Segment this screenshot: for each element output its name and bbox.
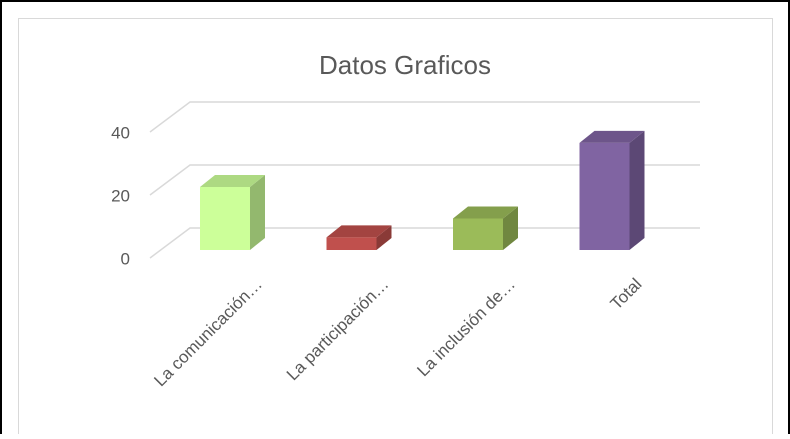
grid-line: [149, 227, 700, 259]
bar-top: [326, 225, 392, 238]
bar-side: [629, 130, 645, 250]
grid-line: [149, 164, 700, 196]
bar-side: [376, 225, 392, 250]
grid-line: [149, 101, 700, 133]
bar-top: [579, 130, 645, 143]
bar: [326, 237, 377, 250]
bar: [453, 218, 503, 250]
bar: [579, 142, 630, 250]
bar-side: [250, 175, 265, 250]
bar-top: [200, 175, 265, 187]
y-tick-label: 40: [111, 123, 130, 142]
bar-side: [503, 206, 518, 250]
y-tick-label: 20: [111, 186, 130, 205]
bar: [200, 187, 250, 250]
bar-top: [453, 206, 518, 219]
chart-area: [18, 18, 773, 439]
y-tick-label: 0: [121, 249, 130, 268]
chart-title: Datos Graficos: [319, 50, 491, 80]
